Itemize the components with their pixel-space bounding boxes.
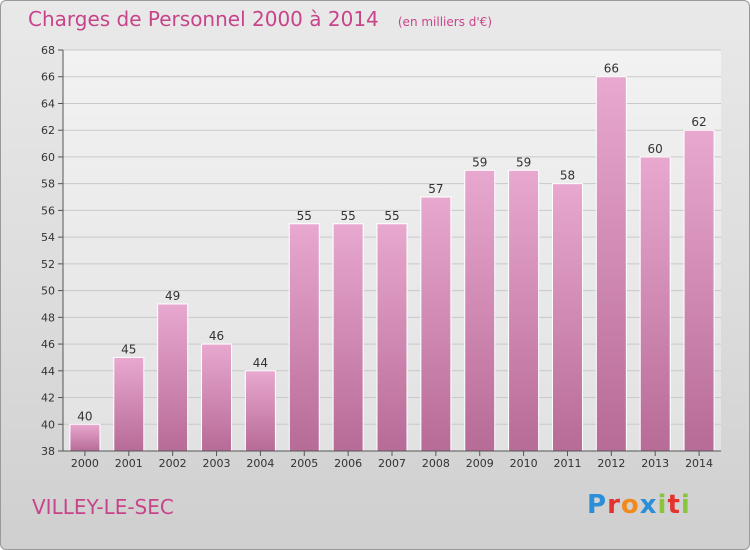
y-tick-label: 46 <box>41 338 55 351</box>
bar-value-label: 45 <box>121 342 136 356</box>
x-tick-label: 2011 <box>553 457 581 470</box>
x-tick-label: 2008 <box>422 457 450 470</box>
label-layer: 40 45 49 46 44 55 55 55 57 59 59 58 66 60 62 <box>77 62 706 424</box>
y-tick-label: 56 <box>41 204 55 217</box>
bar <box>420 196 452 452</box>
chart-title: Charges de Personnel 2000 à 2014 <box>28 7 379 31</box>
x-tick-label: 2010 <box>510 457 538 470</box>
logo-letter: t <box>667 490 681 520</box>
y-tick-label: 50 <box>41 285 55 298</box>
bar-value-label: 60 <box>648 142 663 156</box>
title-row: Charges de Personnel 2000 à 2014 (en mil… <box>28 7 492 31</box>
bar <box>157 303 189 452</box>
bar <box>683 129 715 452</box>
bar <box>639 156 671 452</box>
x-tick-label: 2002 <box>159 457 187 470</box>
bar-value-label: 55 <box>384 209 399 223</box>
bar-value-label: 49 <box>165 289 180 303</box>
y-tick-label: 62 <box>41 124 55 137</box>
x-tick-label: 2000 <box>71 457 99 470</box>
y-tick-label: 44 <box>41 365 55 378</box>
bar-value-label: 62 <box>691 115 706 129</box>
x-tick-label: 2006 <box>334 457 362 470</box>
bar <box>464 169 496 452</box>
x-tick-label: 2007 <box>378 457 406 470</box>
y-tick-label: 48 <box>41 311 55 324</box>
bar <box>376 223 408 452</box>
bar-value-label: 44 <box>253 356 268 370</box>
x-tick-label: 2013 <box>641 457 669 470</box>
y-tick-label: 38 <box>41 445 55 458</box>
bar <box>201 343 233 452</box>
bar <box>508 169 540 452</box>
bar-value-label: 40 <box>77 409 92 423</box>
x-tick-label: 2003 <box>203 457 231 470</box>
logo-letter: x <box>639 490 658 520</box>
x-tick-label: 2012 <box>597 457 625 470</box>
bar-value-label: 55 <box>340 209 355 223</box>
bar-value-label: 46 <box>209 329 224 343</box>
bar <box>113 356 145 452</box>
x-tick-label: 2001 <box>115 457 143 470</box>
y-tick-label: 42 <box>41 392 55 405</box>
chart-subtitle: (en milliers d'€) <box>397 15 492 29</box>
logo-letter: i <box>680 490 691 520</box>
bar-value-label: 59 <box>472 155 487 169</box>
y-tick-label: 40 <box>41 418 55 431</box>
bar <box>69 423 101 452</box>
y-tick-label: 58 <box>41 178 55 191</box>
y-tick-label: 54 <box>41 231 55 244</box>
logo-letter: i <box>657 490 668 520</box>
axis-layer: 38 40 42 44 46 48 50 52 54 56 58 60 62 64 66 68 2000 2001… <box>41 44 721 470</box>
x-tick-label: 2014 <box>685 457 713 470</box>
y-tick-label: 68 <box>41 44 55 57</box>
bar-value-label: 59 <box>516 155 531 169</box>
bar <box>332 223 364 452</box>
bar-layer <box>69 76 715 452</box>
bar <box>551 183 583 452</box>
logo-letter: r <box>607 490 621 520</box>
logo-letter: P <box>587 490 608 520</box>
y-tick-label: 52 <box>41 258 55 271</box>
y-tick-label: 64 <box>41 97 55 110</box>
x-tick-label: 2005 <box>290 457 318 470</box>
x-tick-label: 2009 <box>466 457 494 470</box>
city-name: VILLEY-LE-SEC <box>32 495 174 519</box>
bar-value-label: 58 <box>560 169 575 183</box>
x-tick-label: 2004 <box>246 457 274 470</box>
bar <box>244 370 276 452</box>
proxiti-logo: Proxiti <box>587 490 691 520</box>
bar <box>288 223 320 452</box>
logo-letter: o <box>620 490 640 520</box>
bar-value-label: 66 <box>604 62 619 76</box>
bar <box>595 76 627 452</box>
bar-value-label: 57 <box>428 182 443 196</box>
bar-value-label: 55 <box>297 209 312 223</box>
y-tick-label: 66 <box>41 71 55 84</box>
y-tick-label: 60 <box>41 151 55 164</box>
